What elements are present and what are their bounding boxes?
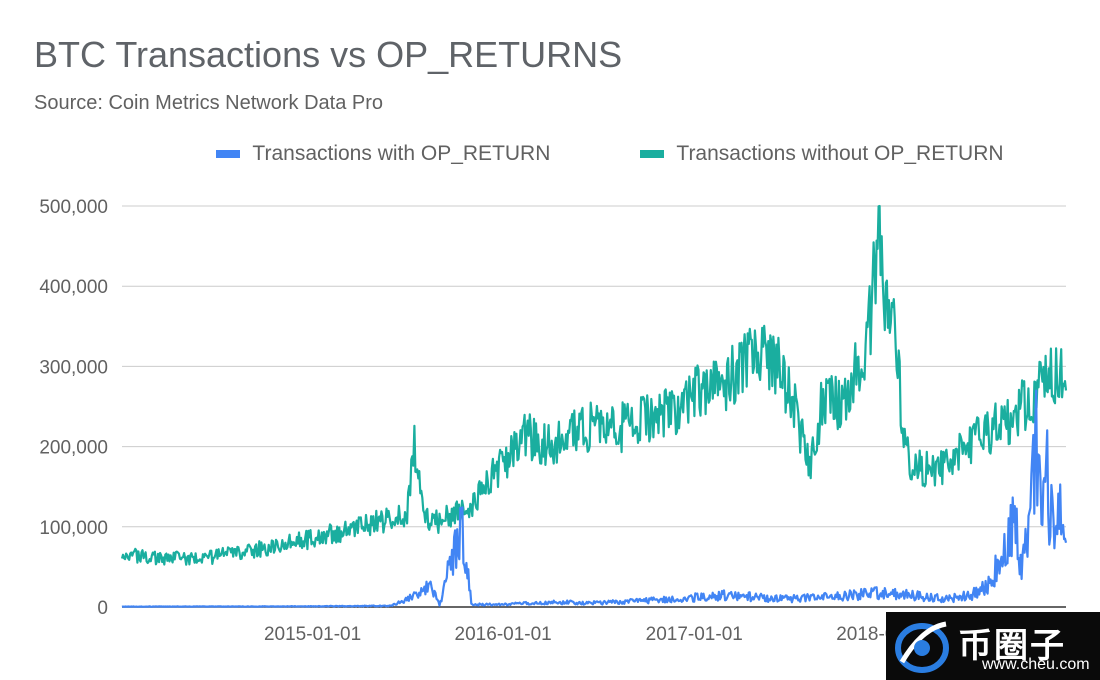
y-tick-label: 200,000 — [39, 438, 108, 459]
y-tick-label: 0 — [97, 598, 108, 619]
watermark-url: www.cheu.com — [982, 656, 1090, 673]
series-lines — [120, 204, 1068, 608]
y-tick-label: 100,000 — [39, 518, 108, 539]
legend-swatch-without-op-return — [640, 150, 665, 158]
x-tick-label: 2016-01-01 — [455, 624, 552, 645]
legend-label-with-op-return: Transactions with OP_RETURN — [252, 142, 551, 165]
y-axis-ticks: 500,000 400,000 300,000 200,000 100,000 0 — [39, 197, 108, 619]
y-tick-label: 500,000 — [39, 197, 108, 218]
legend-item-without-op-return[interactable]: Transactions without OP_RETURN — [580, 142, 1004, 166]
series-line-1 — [120, 204, 1068, 566]
y-tick-label: 300,000 — [39, 357, 108, 378]
watermark-brand: 币圈子 — [958, 626, 1066, 666]
legend-item-with-op-return[interactable]: Transactions with OP_RETURN — [96, 142, 550, 166]
watermark-logo: 币圈子 www.cheu.com — [886, 612, 1100, 680]
series-line-0 — [121, 389, 1068, 608]
coin-logo-icon — [895, 621, 949, 673]
x-tick-label: 2015-01-01 — [264, 624, 361, 645]
chart-legend: Transactions with OP_RETURN Transactions… — [0, 142, 1100, 166]
x-tick-label: 2017-01-01 — [646, 624, 743, 645]
chart-title: BTC Transactions vs OP_RETURNS — [34, 34, 623, 75]
chart-subtitle: Source: Coin Metrics Network Data Pro — [34, 92, 384, 114]
legend-swatch-with-op-return — [216, 150, 241, 158]
y-tick-label: 400,000 — [39, 277, 108, 298]
x-axis-ticks: 2015-01-01 2016-01-01 2017-01-01 2018-01-01 — [264, 624, 933, 645]
legend-label-without-op-return: Transactions without OP_RETURN — [676, 142, 1004, 165]
